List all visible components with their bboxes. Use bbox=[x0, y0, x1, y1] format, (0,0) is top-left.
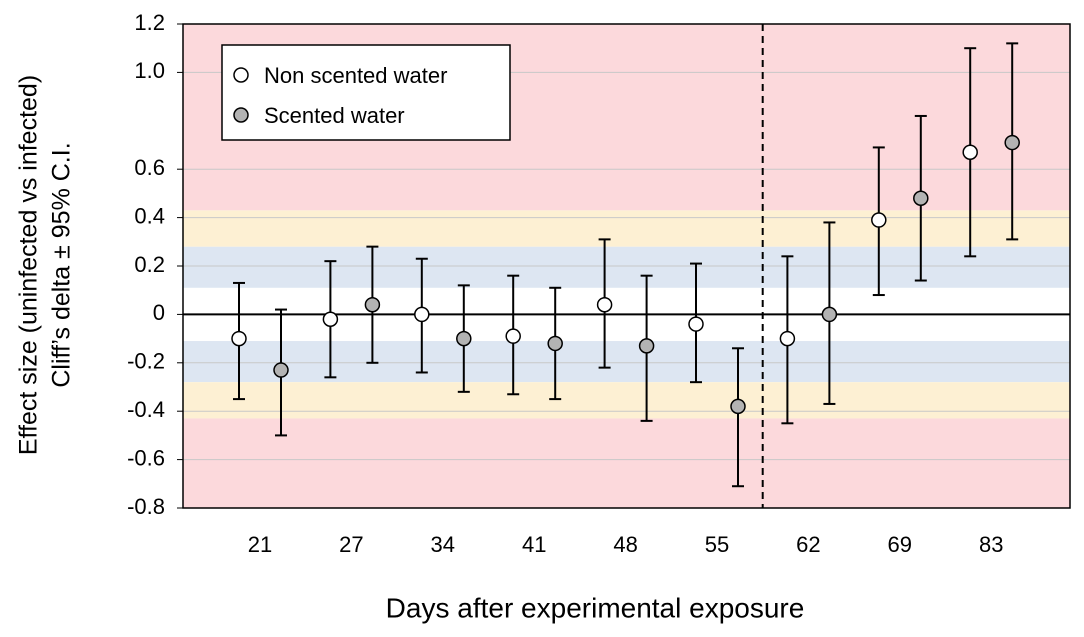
point bbox=[688, 316, 704, 332]
effect-band bbox=[183, 246, 1070, 288]
y-tick-label: -0.6 bbox=[127, 445, 165, 470]
point bbox=[273, 362, 289, 378]
effect-band bbox=[183, 210, 1070, 247]
y-tick-label: -0.2 bbox=[127, 349, 165, 374]
x-tick-label: 34 bbox=[431, 532, 455, 557]
effect-band bbox=[183, 418, 1070, 508]
y-tick-label: 0 bbox=[153, 300, 165, 325]
x-tick-label: 21 bbox=[248, 532, 272, 557]
x-tick-label: 27 bbox=[339, 532, 363, 557]
point bbox=[730, 398, 746, 415]
point bbox=[505, 328, 521, 344]
y-tick-label: -0.4 bbox=[127, 397, 165, 422]
point bbox=[414, 306, 430, 323]
point bbox=[231, 330, 247, 347]
y-axis-label: Cliff’s delta ± 95% C.I. bbox=[48, 142, 76, 387]
x-axis-label: Days after experimental exposure bbox=[386, 592, 805, 623]
x-tick-label: 69 bbox=[888, 532, 912, 557]
legend-marker bbox=[233, 107, 249, 123]
point bbox=[364, 296, 381, 313]
point bbox=[638, 338, 655, 354]
point bbox=[456, 330, 472, 347]
point bbox=[871, 212, 887, 228]
x-tick-label: 55 bbox=[705, 532, 729, 557]
legend-box bbox=[221, 44, 511, 141]
x-tick-label: 83 bbox=[979, 532, 1003, 557]
point bbox=[962, 144, 978, 161]
x-tick-label: 48 bbox=[613, 532, 637, 557]
effect-band bbox=[183, 382, 1070, 419]
point bbox=[913, 190, 929, 206]
point bbox=[547, 335, 563, 352]
y-tick-label: -0.8 bbox=[127, 494, 165, 519]
point bbox=[322, 311, 339, 327]
y-tick-label: 1.0 bbox=[134, 58, 165, 83]
legend-marker bbox=[233, 67, 249, 83]
effect-band bbox=[183, 341, 1070, 383]
point bbox=[779, 330, 796, 347]
point bbox=[821, 306, 838, 323]
point bbox=[596, 296, 613, 313]
x-tick-label: 41 bbox=[522, 532, 546, 557]
y-tick-label: 0.4 bbox=[134, 203, 165, 228]
x-tick-label: 62 bbox=[796, 532, 820, 557]
legend-label: Scented water bbox=[264, 103, 405, 128]
legend-label: Non scented water bbox=[264, 63, 447, 88]
y-axis-label: Effect size (uninfected vs infected) bbox=[15, 75, 43, 455]
y-tick-label: 1.2 bbox=[134, 10, 165, 35]
point bbox=[1004, 134, 1020, 151]
y-tick-label: 0.2 bbox=[134, 252, 165, 277]
y-tick-label: 0.6 bbox=[134, 155, 165, 180]
plot-frame bbox=[182, 23, 1071, 509]
